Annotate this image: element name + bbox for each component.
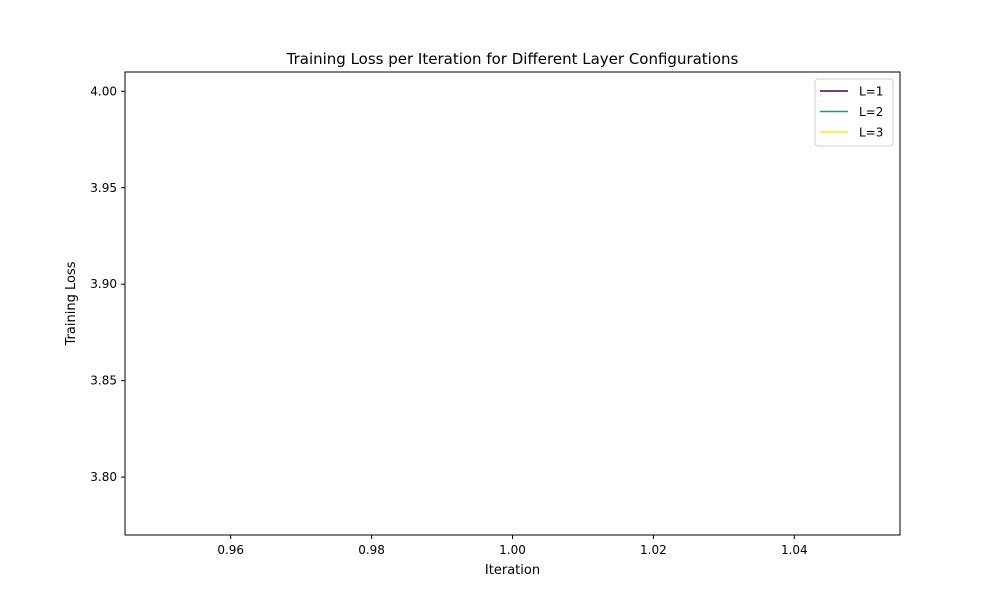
y-tick-label: 3.90 (90, 277, 117, 291)
legend-label: L=2 (859, 105, 883, 119)
y-tick-label: 4.00 (90, 84, 117, 98)
y-tick-label: 3.95 (90, 181, 117, 195)
legend-box (814, 78, 894, 147)
y-tick-label: 3.85 (90, 374, 117, 388)
legend-label: L=3 (859, 126, 883, 140)
x-axis-label: Iteration (485, 563, 540, 578)
legend: L=1 L=2 L=3 (814, 78, 894, 147)
y-axis-label: Training Loss (64, 261, 79, 346)
x-tick-label: 1.00 (499, 543, 526, 557)
x-tick-label: 0.98 (358, 543, 385, 557)
x-axis: 0.96 0.98 1.00 1.02 1.04 (217, 535, 808, 557)
x-tick-label: 0.96 (217, 543, 244, 557)
y-tick-label: 3.80 (90, 470, 117, 484)
x-tick-label: 1.04 (781, 543, 808, 557)
chart-title: Training Loss per Iteration for Differen… (286, 50, 739, 68)
y-axis: 3.80 3.85 3.90 3.95 4.00 (90, 84, 125, 484)
legend-label: L=1 (859, 85, 883, 99)
x-tick-label: 1.02 (640, 543, 667, 557)
